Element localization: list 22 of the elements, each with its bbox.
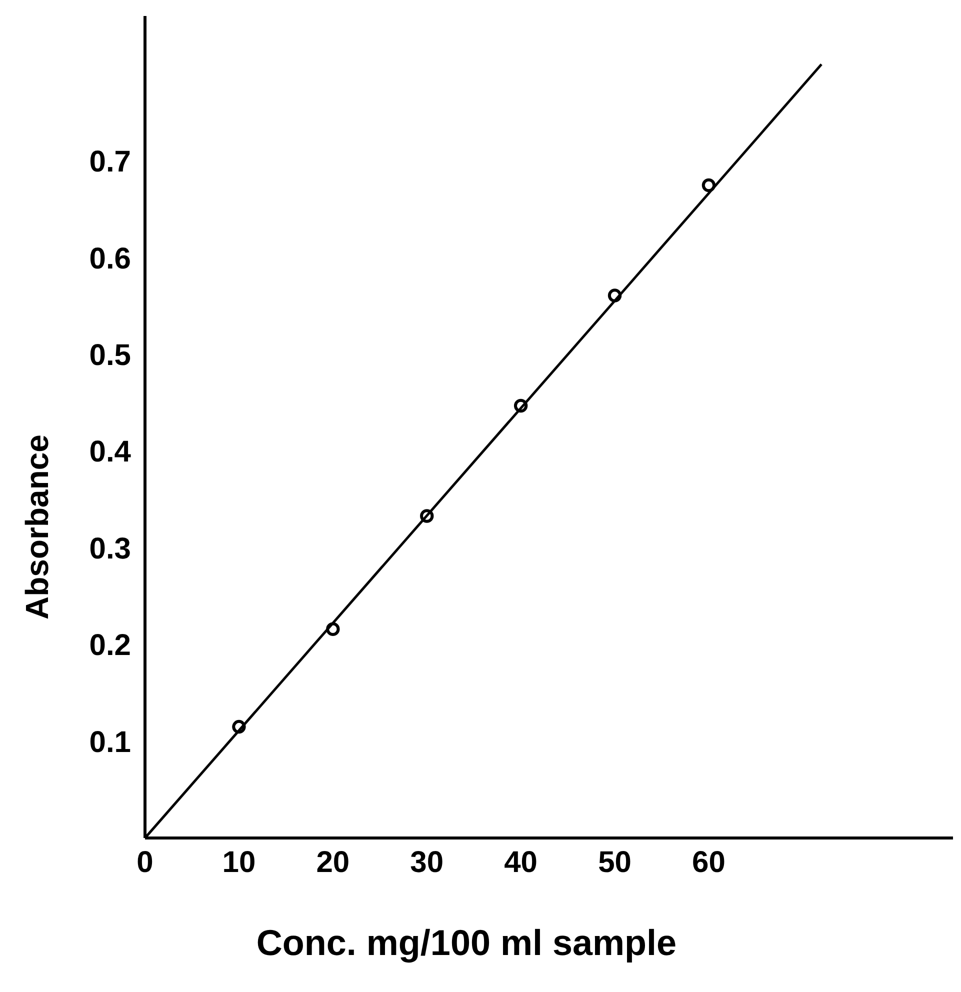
- point: [420, 509, 434, 523]
- x-tick-label: 50: [598, 846, 632, 879]
- x-tick-label: 30: [410, 846, 444, 879]
- point: [608, 288, 622, 302]
- y-axis-title: Absorbance: [19, 434, 55, 620]
- point: [326, 622, 340, 636]
- y-tick-label: 0.3: [89, 532, 131, 566]
- x-tick-label: 20: [316, 846, 350, 879]
- point: [702, 178, 716, 192]
- y-tick-label: 0.4: [89, 436, 132, 469]
- y-tick-label: 0.7: [89, 146, 131, 179]
- x-tick-label: 0: [136, 846, 154, 879]
- y-tick-label: 0.5: [89, 338, 131, 372]
- y-tick-label: 0.6: [89, 242, 131, 276]
- y-tick-label: 0.1: [89, 726, 131, 759]
- x-tick-label: 60: [692, 846, 726, 879]
- x-tick-label: 10: [222, 846, 256, 879]
- x-tick-label: 40: [504, 846, 538, 879]
- point: [514, 398, 528, 413]
- x-axis-title: Conc. mg/100 ml sample: [256, 922, 677, 963]
- point: [232, 720, 246, 734]
- y-tick-label: 0.2: [89, 629, 131, 662]
